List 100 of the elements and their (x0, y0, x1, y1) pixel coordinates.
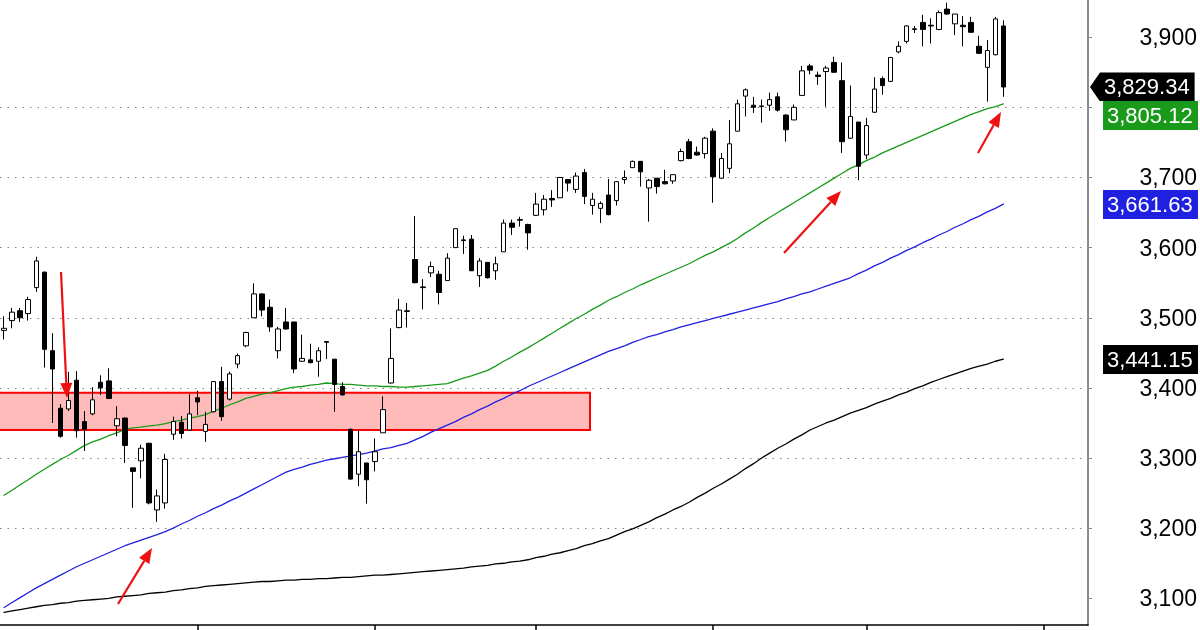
candlestick (549, 189, 555, 208)
candlestick (590, 192, 595, 216)
candlestick (904, 24, 909, 44)
candlestick (944, 2, 950, 16)
candlestick (171, 416, 176, 441)
candlestick (928, 17, 934, 44)
candlestick (582, 168, 587, 205)
candlestick (283, 307, 289, 331)
candlestick (42, 270, 47, 369)
candlestick (412, 215, 418, 284)
candlestick (219, 366, 224, 422)
candlestick (686, 138, 692, 160)
candlestick (461, 235, 466, 255)
candlestick (751, 96, 756, 114)
candlestick (710, 127, 716, 204)
candlestick (985, 39, 990, 103)
candlestick (783, 113, 789, 143)
candlestick (453, 228, 458, 249)
candlestick (888, 56, 893, 83)
candlestick (541, 194, 547, 216)
y-tick-label: 3,700 (1139, 164, 1197, 191)
candlestick (106, 367, 112, 400)
candlestick (388, 327, 394, 385)
candlestick (1, 315, 7, 341)
line-series (3, 103, 1005, 496)
candlestick (968, 16, 974, 34)
candlestick (477, 257, 482, 288)
candlestick (856, 121, 861, 181)
candlestick (485, 261, 490, 279)
candlestick (823, 65, 829, 108)
candlestick (34, 256, 39, 293)
candlestick (557, 176, 563, 199)
candlestick (1001, 19, 1006, 98)
candlestick (775, 92, 780, 113)
candlestick (316, 346, 321, 378)
candlestick (291, 321, 297, 374)
candlestick (436, 270, 442, 305)
text: 3,661.63 (1103, 189, 1198, 219)
candlestick (848, 85, 853, 140)
candlestick (727, 119, 732, 174)
candlestick (275, 326, 281, 359)
candlestick (130, 467, 136, 509)
candlestick (404, 302, 410, 329)
candlestick (348, 428, 353, 481)
candlestick (936, 10, 942, 31)
candlestick (719, 152, 724, 180)
candlestick (799, 65, 805, 97)
candlestick (694, 146, 700, 157)
candlestick (259, 292, 265, 317)
candlestick (815, 71, 821, 86)
candlestick (630, 160, 635, 169)
candlestick (154, 489, 160, 523)
line-series (3, 203, 1005, 609)
candlestick (501, 219, 506, 253)
candlestick (573, 172, 579, 194)
candlestick (50, 332, 55, 424)
candlestick (638, 160, 643, 188)
candlestick (469, 234, 474, 272)
candlestick (525, 223, 531, 251)
y-tick-label: 3,300 (1139, 445, 1197, 472)
candlestick (912, 25, 917, 34)
line-series (3, 358, 1005, 614)
candlestick (735, 99, 740, 132)
candlestick (122, 416, 128, 464)
candlestick (646, 178, 652, 223)
candlestick (17, 307, 23, 323)
candlestick (195, 390, 200, 416)
candlestick (267, 299, 273, 333)
candlestick (299, 334, 305, 363)
candlestick (565, 179, 571, 192)
candlestick (759, 99, 764, 124)
candlestick (146, 442, 152, 505)
y-tick-label: 3,600 (1139, 234, 1197, 261)
candlestick (9, 307, 15, 329)
candlestick (243, 331, 249, 348)
candlestick (211, 380, 216, 413)
candlestick (960, 15, 966, 47)
candlestick (340, 381, 345, 397)
candlestick (606, 178, 611, 216)
candlestick (702, 136, 708, 160)
y-tick-label: 3,200 (1139, 515, 1197, 542)
candlestick (114, 405, 120, 437)
candlestick (839, 61, 845, 154)
candlestick (162, 453, 168, 510)
candlestick (807, 63, 813, 75)
y-tick-label: 3,100 (1139, 585, 1197, 612)
candlestick (517, 216, 523, 228)
candlestick (235, 353, 240, 369)
candlestick (678, 148, 684, 162)
candlestick (993, 16, 998, 56)
candlestick (187, 393, 192, 431)
candlestick (324, 341, 329, 360)
candlestick (74, 370, 79, 439)
text: 3,805.12 (1103, 101, 1198, 131)
candlestick (372, 437, 378, 472)
candlestick (880, 75, 885, 96)
candlestick (654, 177, 660, 195)
candlestick (364, 462, 369, 505)
candlestick (203, 411, 208, 443)
candlestick (896, 40, 901, 54)
